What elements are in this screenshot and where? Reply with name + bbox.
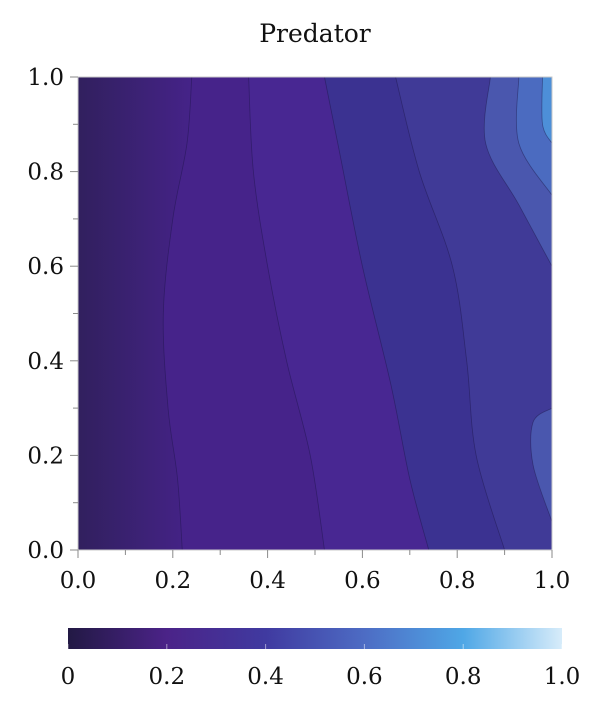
- y-tick-label: 0.0: [27, 538, 64, 564]
- x-tick-label: 0.4: [249, 568, 286, 594]
- x-tick-label: 0.8: [439, 568, 476, 594]
- colorbar: 0 0.2 0.4 0.6 0.8 1.0: [61, 628, 581, 690]
- contour-line: [162, 77, 193, 550]
- colorbar-tick-label: 0.8: [445, 664, 482, 690]
- colorbar-gradient: [68, 628, 562, 649]
- contour-line: [395, 77, 505, 550]
- contour-line: [324, 77, 430, 550]
- y-tick-label: 0.4: [27, 349, 64, 375]
- x-tick-label: 1.0: [534, 568, 571, 594]
- x-tick-label: 0.6: [344, 568, 381, 594]
- chart-title: Predator: [259, 19, 371, 48]
- plot-area: [77, 76, 553, 551]
- x-tick-label: 0.2: [155, 568, 192, 594]
- contour-region: [541, 77, 552, 144]
- colorbar-tick-label: 0.2: [149, 664, 186, 690]
- y-tick-label: 0.8: [27, 160, 64, 186]
- contour-region: [530, 408, 552, 522]
- y-tick-label: 0.6: [27, 254, 64, 280]
- contour-line: [515, 77, 552, 196]
- colorbar-tick-label: 1.0: [544, 664, 581, 690]
- contour-region: [395, 77, 552, 550]
- contour-line: [483, 77, 552, 267]
- y-tick-label: 1.0: [27, 65, 64, 91]
- y-tick-label: 0.2: [27, 443, 64, 469]
- contour-line: [530, 407, 552, 522]
- contour-line: [541, 77, 552, 144]
- y-axis: 0.0 0.2 0.4 0.6 0.8 1.0: [27, 65, 78, 564]
- contour-line: [248, 77, 325, 550]
- colorbar-tick-label: 0.6: [346, 664, 383, 690]
- x-axis: 0.0 0.2 0.4 0.6 0.8 1.0: [60, 550, 571, 594]
- colorbar-tick-label: 0: [61, 664, 76, 690]
- x-tick-label: 0.0: [60, 568, 97, 594]
- colorbar-tick-label: 0.4: [247, 664, 284, 690]
